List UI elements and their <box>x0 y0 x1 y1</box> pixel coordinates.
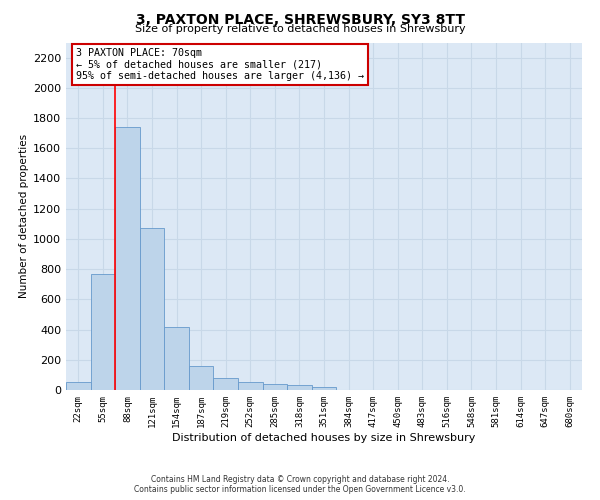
Text: Size of property relative to detached houses in Shrewsbury: Size of property relative to detached ho… <box>134 24 466 34</box>
Bar <box>189 366 214 390</box>
Bar <box>115 127 140 390</box>
Text: Contains HM Land Registry data © Crown copyright and database right 2024.
Contai: Contains HM Land Registry data © Crown c… <box>134 474 466 494</box>
Text: 3, PAXTON PLACE, SHREWSBURY, SY3 8TT: 3, PAXTON PLACE, SHREWSBURY, SY3 8TT <box>136 12 464 26</box>
Bar <box>91 274 115 390</box>
Bar <box>238 382 263 390</box>
Bar <box>140 228 164 390</box>
Bar <box>214 378 238 390</box>
Y-axis label: Number of detached properties: Number of detached properties <box>19 134 29 298</box>
Bar <box>263 384 287 390</box>
Bar <box>312 387 336 390</box>
Bar <box>66 382 91 390</box>
Bar <box>287 386 312 390</box>
Bar <box>164 326 189 390</box>
Text: 3 PAXTON PLACE: 70sqm
← 5% of detached houses are smaller (217)
95% of semi-deta: 3 PAXTON PLACE: 70sqm ← 5% of detached h… <box>76 48 364 81</box>
X-axis label: Distribution of detached houses by size in Shrewsbury: Distribution of detached houses by size … <box>172 432 476 442</box>
